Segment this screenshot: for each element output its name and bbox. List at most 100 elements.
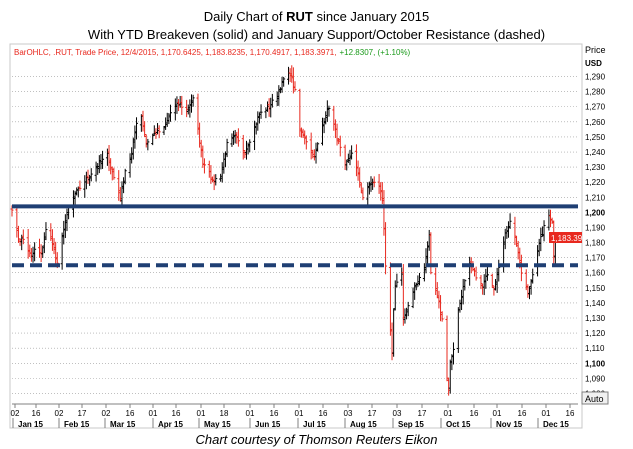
ohlc-bar — [395, 273, 399, 288]
ohlc-bar — [270, 93, 274, 108]
ohlc-bar — [418, 272, 422, 286]
ohlc-bar — [21, 229, 25, 245]
y-tick-label: 1,210 — [585, 193, 606, 202]
x-day-label: 01 — [295, 409, 304, 418]
ohlc-bar — [361, 187, 365, 201]
ohlc-bar — [406, 301, 410, 317]
title-prefix: Daily Chart of — [203, 9, 287, 24]
title-suffix: since January 2015 — [312, 9, 430, 24]
ohlc-bar — [202, 158, 206, 174]
ohlc-bar — [327, 105, 331, 117]
x-day-label: 03 — [344, 409, 353, 418]
ohlc-bar — [440, 311, 444, 322]
y-tick-label: 1,160 — [585, 269, 606, 278]
x-day-label: 16 — [172, 409, 181, 418]
x-month-label: Oct 15 — [446, 420, 471, 429]
x-day-label: 02 — [55, 409, 64, 418]
ohlc-bar — [479, 275, 483, 290]
ohlc-bars — [10, 65, 557, 396]
x-day-label: 16 — [270, 409, 279, 418]
ohlc-bar — [78, 180, 82, 191]
ohlc-bar — [350, 145, 354, 160]
ohlc-bar — [33, 242, 37, 262]
last-price-tag: 1,183.3971 — [549, 232, 592, 243]
ohlc-bar — [508, 213, 512, 229]
y-tick-label: 1,110 — [585, 344, 605, 353]
ohlc-bar — [112, 167, 116, 180]
x-day-label: 01 — [542, 409, 551, 418]
y-tick-label: 1,120 — [585, 329, 606, 338]
ohlc-bar — [451, 342, 455, 365]
x-day-label: 02 — [11, 409, 20, 418]
chart-title-line-2: With YTD Breakeven (solid) and January S… — [87, 27, 546, 42]
ohlc-bar — [542, 220, 546, 242]
x-day-label: 03 — [393, 409, 402, 418]
x-day-label: 17 — [368, 409, 377, 418]
chart-legend: BarOHLC, .RUT, Trade Price, 12/4/2015, 1… — [14, 48, 411, 57]
y-tick-label: 1,290 — [585, 73, 606, 82]
y-tick-label: 1,140 — [585, 299, 606, 308]
legend-change: +12.8307, (+1.10%) — [340, 48, 411, 57]
y-tick-label: 1,200 — [585, 208, 606, 217]
x-month-label: Feb 15 — [64, 420, 90, 429]
ohlc-bar — [191, 94, 195, 107]
y-tick-label: 1,090 — [585, 374, 606, 383]
x-month-label: Jul 15 — [303, 420, 326, 429]
last-price-value: 1,183.3971 — [551, 234, 592, 243]
x-day-label: 16 — [518, 409, 527, 418]
ohlc-bar — [123, 168, 127, 185]
auto-button-box[interactable] — [581, 391, 609, 405]
x-month-label: Mar 15 — [110, 420, 136, 429]
chart-frame — [9, 43, 583, 429]
y-tick-label: 1,170 — [585, 254, 606, 263]
ohlc-bar — [304, 135, 308, 150]
last-price-tag-box — [549, 232, 582, 243]
ohlc-bar — [490, 273, 494, 288]
y-tick-label: 1,130 — [585, 314, 606, 323]
y-tick-label: 1,260 — [585, 118, 606, 127]
ohlc-bar — [259, 104, 263, 119]
x-day-label: 17 — [78, 409, 87, 418]
reference-lines — [12, 204, 578, 268]
x-day-label: 01 — [246, 409, 255, 418]
x-day-label: 16 — [32, 409, 41, 418]
ohlc-bar — [293, 81, 297, 92]
x-month-label: Jun 15 — [255, 420, 281, 429]
y-tick-label: 1,150 — [585, 284, 606, 293]
ohlc-bar — [146, 138, 150, 151]
ohlc-bar — [485, 266, 489, 281]
auto-scale-button[interactable]: Auto — [581, 391, 609, 405]
title-symbol: RUT — [286, 9, 313, 24]
ohlc-bar — [519, 254, 523, 282]
chart-title-line-1: Daily Chart of RUT since January 2015 — [0, 9, 633, 24]
ohlc-bar — [463, 279, 467, 291]
x-day-label: 18 — [220, 409, 229, 418]
ohlc-bar — [89, 168, 93, 182]
x-axis: 02 16 02 17 02 16 01 16 01 18 01 16 01 16 03 17 03 17 01 16… — [11, 403, 578, 429]
x-month-label: Dec 15 — [543, 420, 569, 429]
ohlc-bar — [180, 95, 184, 115]
x-day-label: 16 — [470, 409, 479, 418]
ohlc-bar — [168, 104, 172, 122]
x-month-label: Nov 15 — [496, 420, 523, 429]
x-day-label: 01 — [149, 409, 158, 418]
x-day-label: 01 — [493, 409, 502, 418]
x-month-label: Sep 15 — [398, 420, 424, 429]
y-tick-label: 1,100 — [585, 359, 606, 368]
currency-axis-label: USD — [585, 59, 602, 68]
x-day-label: 16 — [319, 409, 328, 418]
y-tick-label: 1,190 — [585, 223, 606, 232]
ohlc-bar — [338, 135, 342, 157]
x-day-label: 16 — [126, 409, 135, 418]
ohlc-bar — [429, 232, 433, 275]
ohlc-bar — [316, 142, 320, 152]
ohlc-bar — [101, 150, 105, 169]
x-day-label: 17 — [418, 409, 427, 418]
x-month-label: Apr 15 — [158, 420, 183, 429]
ohlc-bar — [372, 176, 376, 188]
chart-caption: Chart courtesy of Thomson Reuters Eikon — [195, 432, 438, 447]
y-tick-label: 1,220 — [585, 178, 606, 187]
auto-button-label[interactable]: Auto — [585, 394, 604, 404]
ohlc-bar — [539, 227, 543, 252]
